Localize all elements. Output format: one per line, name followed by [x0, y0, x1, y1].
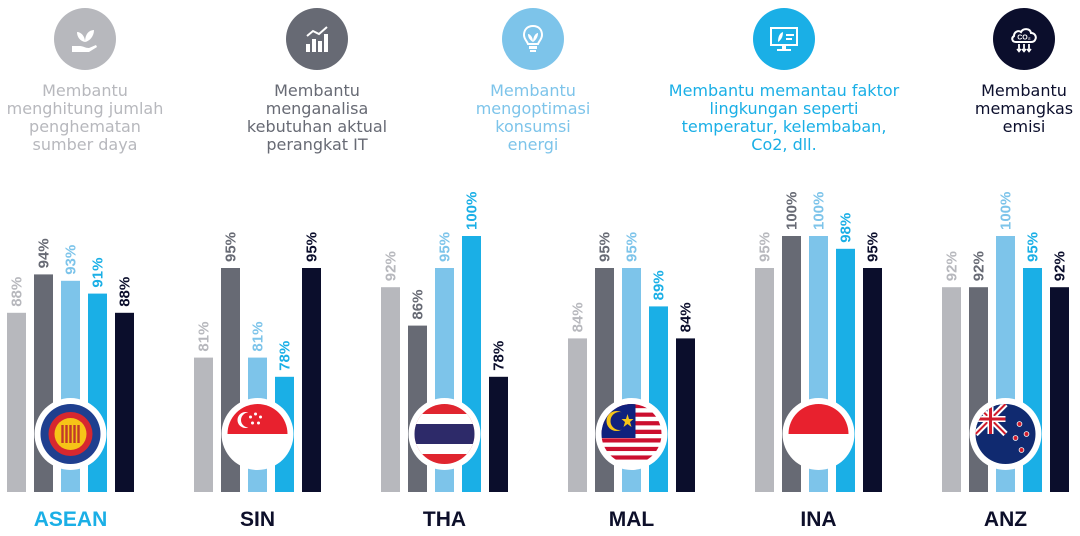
- legend-label-line: Membantu: [981, 81, 1067, 100]
- category-label: THA: [422, 508, 467, 531]
- monitor-leaf-icon: [753, 8, 815, 70]
- legend-label-line: emisi: [1002, 117, 1046, 136]
- bar: [649, 306, 668, 492]
- data-label: 88%: [117, 277, 134, 307]
- data-label: 94%: [36, 238, 53, 268]
- data-label: 78%: [277, 341, 294, 371]
- bar: [676, 338, 695, 492]
- bar: [302, 268, 321, 492]
- indonesia-flag-icon: [782, 398, 855, 470]
- thailand-flag-icon: [408, 398, 481, 470]
- data-label: 95%: [624, 232, 641, 262]
- bar: [489, 376, 508, 492]
- legend-label-line: temperatur, kelembaban,: [681, 117, 887, 136]
- legend-label-line: Membantu memantau faktor: [668, 81, 900, 100]
- legend-label-line: menghitung jumlah: [6, 99, 164, 118]
- data-label: 100%: [464, 192, 481, 230]
- lightbulb-leaf-icon: [502, 8, 564, 70]
- data-label: 98%: [838, 213, 855, 243]
- data-label: 89%: [651, 270, 668, 300]
- co2-cloud-icon: CO₂: [993, 8, 1055, 70]
- bar: [863, 268, 882, 492]
- legend-label-line: Membantu: [490, 81, 576, 100]
- legend-item: CO₂ Membantu memangkas emisi: [904, 8, 1080, 136]
- category-label: ASEAN: [33, 508, 108, 531]
- legend-label-line: perangkat IT: [266, 135, 368, 154]
- data-label: 100%: [811, 192, 828, 230]
- legend-label-line: penghematan: [29, 117, 141, 136]
- data-label: 84%: [570, 302, 587, 332]
- legend-label-line: energi: [507, 135, 559, 154]
- legend-label-line: menganalisa: [265, 99, 369, 118]
- data-label: 92%: [944, 251, 961, 281]
- hand-plant-icon: [54, 8, 116, 70]
- data-label: 92%: [971, 251, 988, 281]
- singapore-flag-icon: [221, 398, 294, 470]
- data-label: 84%: [678, 302, 695, 332]
- legend-label-line: konsumsi: [495, 117, 571, 136]
- legend-label-line: lingkungan seperti: [709, 99, 859, 118]
- category-label: SIN: [239, 508, 275, 531]
- legend-label: Membantu menghitung jumlah penghematan sumb…: [0, 82, 205, 154]
- bar: [755, 268, 774, 492]
- data-label: 95%: [223, 232, 240, 262]
- legend-item: Membantu memantau faktor lingkungan seper…: [664, 8, 904, 154]
- bar-chart-icon: [286, 8, 348, 70]
- legend-label: Membantu memangkas emisi: [904, 82, 1080, 136]
- data-label: 95%: [757, 232, 774, 262]
- legend-label-line: memangkas: [974, 99, 1074, 118]
- data-label: 92%: [1052, 251, 1069, 281]
- data-label: 95%: [597, 232, 614, 262]
- legend-label-line: kebutuhan aktual: [246, 117, 388, 136]
- data-label: 95%: [865, 232, 882, 262]
- data-label: 95%: [304, 232, 321, 262]
- category-label: MAL: [608, 508, 655, 531]
- legend-label-line: Co2, dll.: [751, 135, 817, 154]
- legend-label: Membantu memantau faktor lingkungan seper…: [664, 82, 904, 154]
- malaysia-flag-icon: [595, 398, 668, 470]
- data-label: 86%: [410, 290, 427, 320]
- legend: Membantu menghitung jumlah penghematan sumb…: [0, 0, 1080, 170]
- data-label: 78%: [491, 341, 508, 371]
- asean-emblem-icon: [34, 398, 107, 470]
- legend-label-line: mengoptimasi: [475, 99, 591, 118]
- bar: [194, 357, 213, 492]
- bar: [568, 338, 587, 492]
- legend-label-line: Membantu: [274, 81, 360, 100]
- legend-item: Membantu menghitung jumlah penghematan sumb…: [0, 8, 205, 154]
- legend-label: Membantu menganalisa kebutuhan aktual peran…: [197, 82, 437, 154]
- data-label: 95%: [1025, 232, 1042, 262]
- data-label: 91%: [90, 258, 107, 288]
- svg-text:CO₂: CO₂: [1017, 35, 1031, 42]
- category-label: ANZ: [983, 508, 1028, 531]
- data-label: 95%: [437, 232, 454, 262]
- legend-label: Membantu mengoptimasi konsumsi energi: [413, 82, 653, 154]
- data-label: 93%: [63, 245, 80, 275]
- bar: [942, 287, 961, 492]
- category-label: INA: [800, 508, 837, 531]
- data-label: 100%: [784, 192, 801, 230]
- new-zealand-flag-icon: [969, 398, 1042, 470]
- legend-item: Membantu menganalisa kebutuhan aktual peran…: [197, 8, 437, 154]
- data-label: 81%: [250, 322, 267, 352]
- data-label: 92%: [383, 251, 400, 281]
- bar: [7, 312, 26, 492]
- data-label: 100%: [998, 192, 1015, 230]
- bar: [381, 287, 400, 492]
- bar: [1050, 287, 1069, 492]
- data-label: 88%: [9, 277, 26, 307]
- bar: [115, 312, 134, 492]
- legend-item: Membantu mengoptimasi konsumsi energi: [413, 8, 653, 154]
- legend-label-line: sumber daya: [32, 135, 138, 154]
- data-label: 81%: [196, 322, 213, 352]
- legend-label-line: Membantu: [42, 81, 128, 100]
